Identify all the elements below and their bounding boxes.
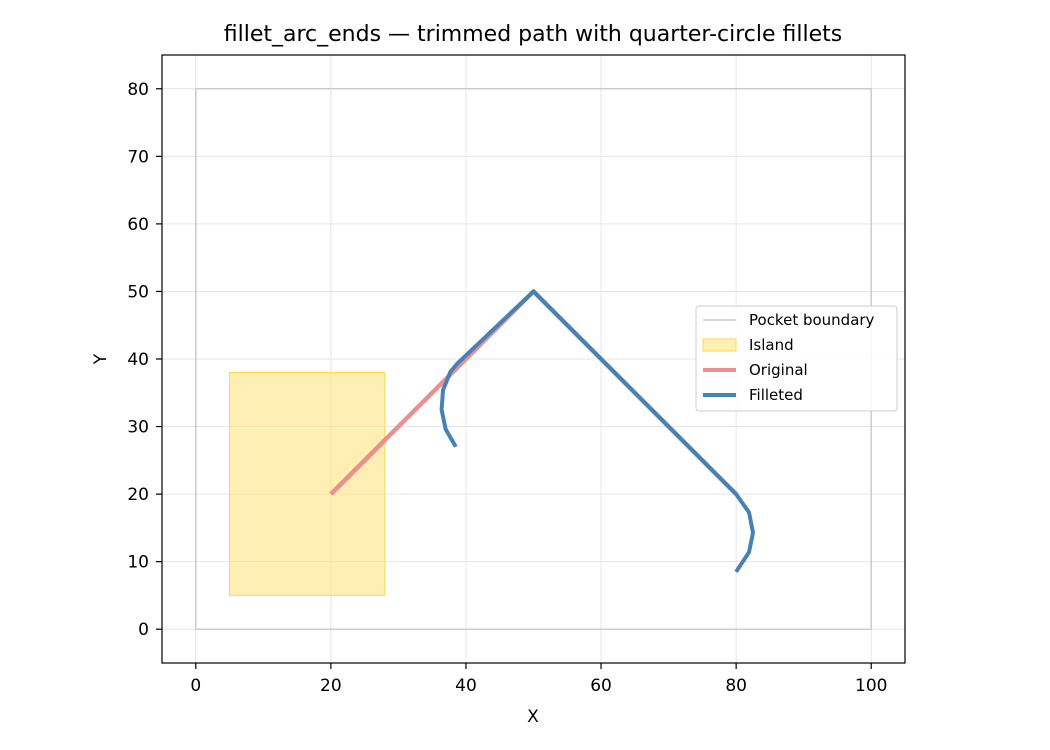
y-tick-label: 70 bbox=[127, 147, 149, 167]
series-pocket-boundary bbox=[195, 88, 872, 630]
chart-title: fillet_arc_ends — trimmed path with quar… bbox=[224, 22, 842, 47]
y-tick-label: 0 bbox=[138, 620, 149, 640]
y-tick-label: 40 bbox=[127, 350, 149, 370]
legend: Pocket boundary Island Original Filleted bbox=[695, 305, 898, 412]
x-tick-label: 60 bbox=[590, 676, 612, 696]
x-tick-label: 40 bbox=[455, 676, 477, 696]
series-layer bbox=[195, 88, 872, 630]
y-tick-label: 80 bbox=[127, 80, 149, 100]
legend-box bbox=[695, 305, 898, 412]
series-island bbox=[229, 372, 386, 596]
y-tick-label: 30 bbox=[127, 418, 149, 438]
y-tick-label: 60 bbox=[127, 215, 149, 235]
legend-label-pocket-boundary: Pocket boundary bbox=[749, 311, 875, 329]
y-axis-label: Y bbox=[91, 353, 111, 365]
y-tick-label: 20 bbox=[127, 485, 149, 505]
x-tick-label: 20 bbox=[320, 676, 342, 696]
legend-swatch-island bbox=[702, 338, 737, 352]
series-filleted bbox=[439, 289, 755, 573]
y-tick-label: 10 bbox=[127, 553, 149, 573]
legend-label-island: Island bbox=[749, 336, 794, 354]
x-tick-label: 0 bbox=[190, 676, 201, 696]
x-tick-label: 80 bbox=[725, 676, 747, 696]
y-axis: 0 10 20 30 40 50 60 70 80 bbox=[127, 80, 162, 640]
x-axis-label: X bbox=[527, 707, 539, 727]
x-tick-label: 100 bbox=[855, 676, 887, 696]
x-axis: 0 20 40 60 80 100 bbox=[190, 663, 887, 696]
legend-label-original: Original bbox=[749, 361, 808, 379]
y-tick-label: 50 bbox=[127, 282, 149, 302]
legend-label-filleted: Filleted bbox=[749, 386, 803, 404]
